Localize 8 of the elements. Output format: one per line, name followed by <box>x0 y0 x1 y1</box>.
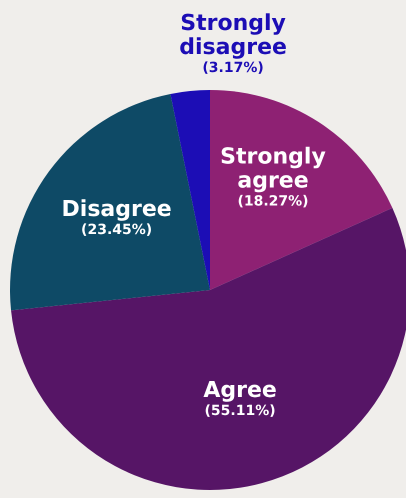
slice-label: Strongly disagree <box>179 11 287 60</box>
data-label: (18.27%) <box>237 194 309 210</box>
slice-label: Disagree <box>62 197 172 222</box>
slice-label: Strongly agree <box>220 144 326 194</box>
data-label: (23.45%) <box>81 222 152 238</box>
data-label: (55.11%) <box>204 403 276 420</box>
slice-label: Agree <box>203 378 277 404</box>
data-label: (3.17%) <box>202 60 264 76</box>
